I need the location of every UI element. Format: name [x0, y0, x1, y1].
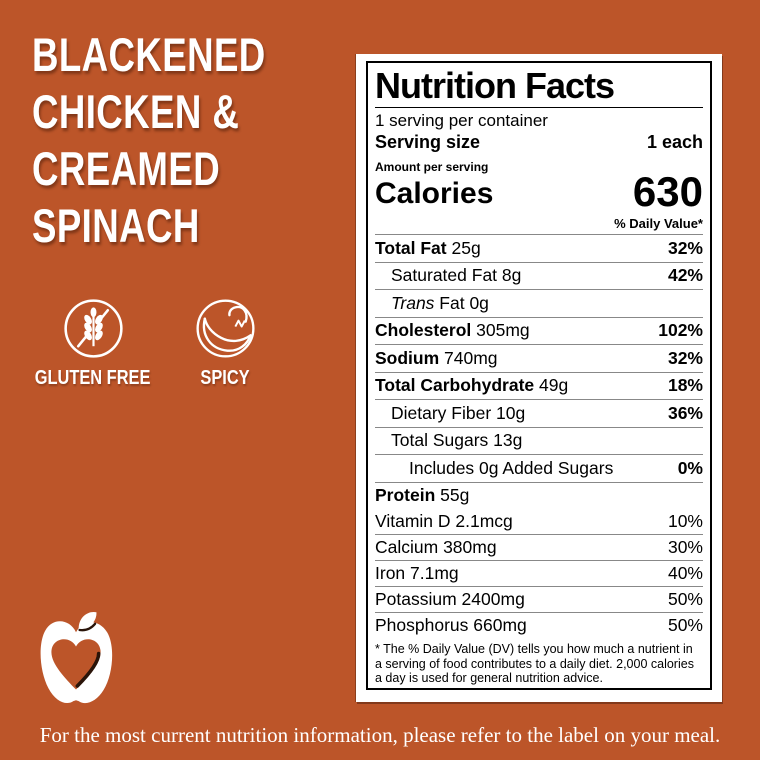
serving-size-value: 1 each	[646, 132, 703, 152]
gluten-free-label: GLUTEN FREE	[35, 367, 151, 389]
meal-title-line: CREAMED	[32, 142, 221, 195]
spicy-badge: SPICY	[170, 297, 280, 390]
calories-label: Calories	[375, 177, 494, 210]
nutrient-row: Vitamin D 2.1mcg 10%	[375, 511, 703, 531]
nutrition-facts-label: Nutrition Facts 1 serving per container …	[366, 61, 712, 690]
nutrient-row: Total Fat 25g 32%	[375, 237, 703, 258]
nutrient-row: Potassium 2400mg 50%	[375, 586, 703, 612]
spicy-label: SPICY	[200, 367, 250, 389]
gluten-free-badge: GLUTEN FREE	[35, 297, 151, 390]
daily-value-header: % Daily Value*	[375, 213, 703, 235]
nutrient-row: Saturated Fat 8g 42%	[375, 261, 703, 290]
calories-row: Calories 630	[375, 168, 703, 215]
daily-value-footnote: * The % Daily Value (DV) tells you how m…	[375, 642, 694, 685]
meal-title: BLACKENED CHICKEN & CREAMED SPINACH	[32, 26, 332, 254]
spicy-icon	[195, 299, 255, 358]
serving-size-label: Serving size	[375, 132, 481, 152]
serving-size-row: Serving size 1 each	[375, 131, 703, 156]
nutrient-row: Protein 55g	[375, 481, 703, 510]
nutrient-row: Dietary Fiber 10g 36%	[375, 399, 703, 427]
nutrient-row: Iron 7.1mg 40%	[375, 560, 703, 586]
nutrient-row: Sodium 740mg 32%	[375, 344, 703, 372]
nutrient-row: Calcium 380mg 30%	[375, 534, 703, 560]
meal-title-line: BLACKENED	[32, 28, 266, 81]
gluten-free-icon	[63, 299, 123, 358]
diet-badges: GLUTEN FREE SPICY	[35, 297, 280, 390]
nutrient-row: Total Carbohydrate 49g 18%	[375, 371, 703, 400]
nutrition-label-panel: Nutrition Facts 1 serving per container …	[356, 54, 722, 702]
nutrient-row: Total Sugars 13g	[375, 426, 703, 455]
meal-title-line: CHICKEN &	[32, 85, 240, 138]
amount-per-serving: Amount per serving	[375, 160, 489, 174]
nutrient-row: Includes 0g Added Sugars 0%	[375, 454, 703, 482]
apple-heart-logo	[40, 611, 113, 704]
footer-disclaimer: For the most current nutrition informati…	[39, 723, 721, 747]
calories-value: 630	[632, 168, 703, 215]
nutrient-row: Phosphorus 660mg 50%	[375, 612, 703, 638]
meal-title-line: SPINACH	[32, 199, 200, 252]
vitamin-rows: Vitamin D 2.1mcg 10% Calcium 380mg 30% Iron …	[375, 509, 703, 638]
servings-per-container: 1 serving per container	[375, 111, 548, 130]
nutrient-rows: Total Fat 25g 32% Saturated Fat 8g 42% Trans…	[375, 235, 703, 509]
nutrient-row: Trans Fat 0g	[375, 289, 703, 317]
nutrition-facts-title: Nutrition Facts	[375, 66, 703, 108]
nutrient-row: Cholesterol 305mg 102%	[375, 316, 703, 345]
